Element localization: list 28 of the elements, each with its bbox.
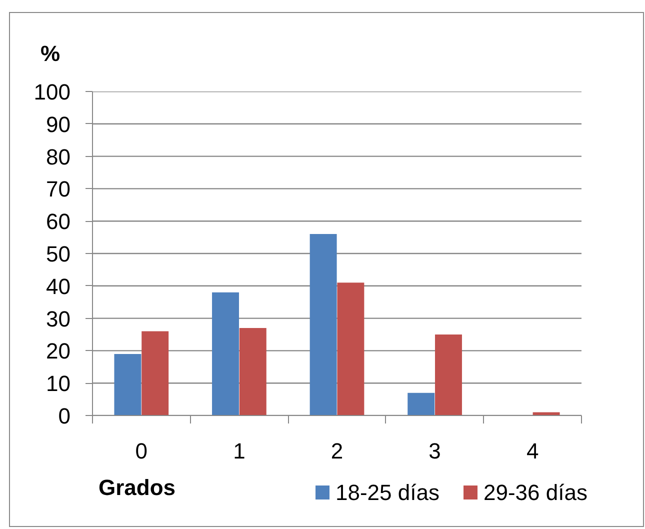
legend-label: 29-36 días — [484, 480, 588, 505]
y-axis-title: % — [40, 41, 60, 66]
y-tick-label: 60 — [46, 209, 71, 234]
y-tick-label: 70 — [46, 176, 71, 202]
bar — [239, 328, 266, 416]
y-tick-label: 40 — [46, 274, 71, 299]
bar — [337, 282, 364, 416]
y-tick-label: 20 — [46, 338, 71, 364]
bar — [114, 354, 142, 416]
y-tick-label: 90 — [46, 112, 71, 137]
bar — [310, 234, 337, 416]
x-tick-label: 1 — [233, 438, 246, 464]
bar — [408, 392, 435, 416]
x-axis-title: Grados — [98, 475, 176, 500]
x-tick-label: 4 — [526, 438, 539, 464]
y-tick-label: 10 — [46, 371, 71, 396]
x-tick-label: 3 — [428, 438, 441, 464]
y-tick-label: 30 — [46, 306, 71, 332]
y-tick-label: 0 — [58, 404, 71, 428]
y-tick-label: 80 — [46, 144, 71, 170]
x-tick-label: 0 — [135, 438, 148, 464]
bar — [435, 334, 462, 416]
y-tick-label: 100 — [34, 80, 71, 104]
bar — [212, 292, 239, 416]
y-tick-label: 50 — [46, 242, 71, 266]
bar — [142, 331, 169, 416]
x-tick-label: 2 — [330, 438, 344, 464]
legend-label: 18-25 días — [336, 480, 440, 505]
